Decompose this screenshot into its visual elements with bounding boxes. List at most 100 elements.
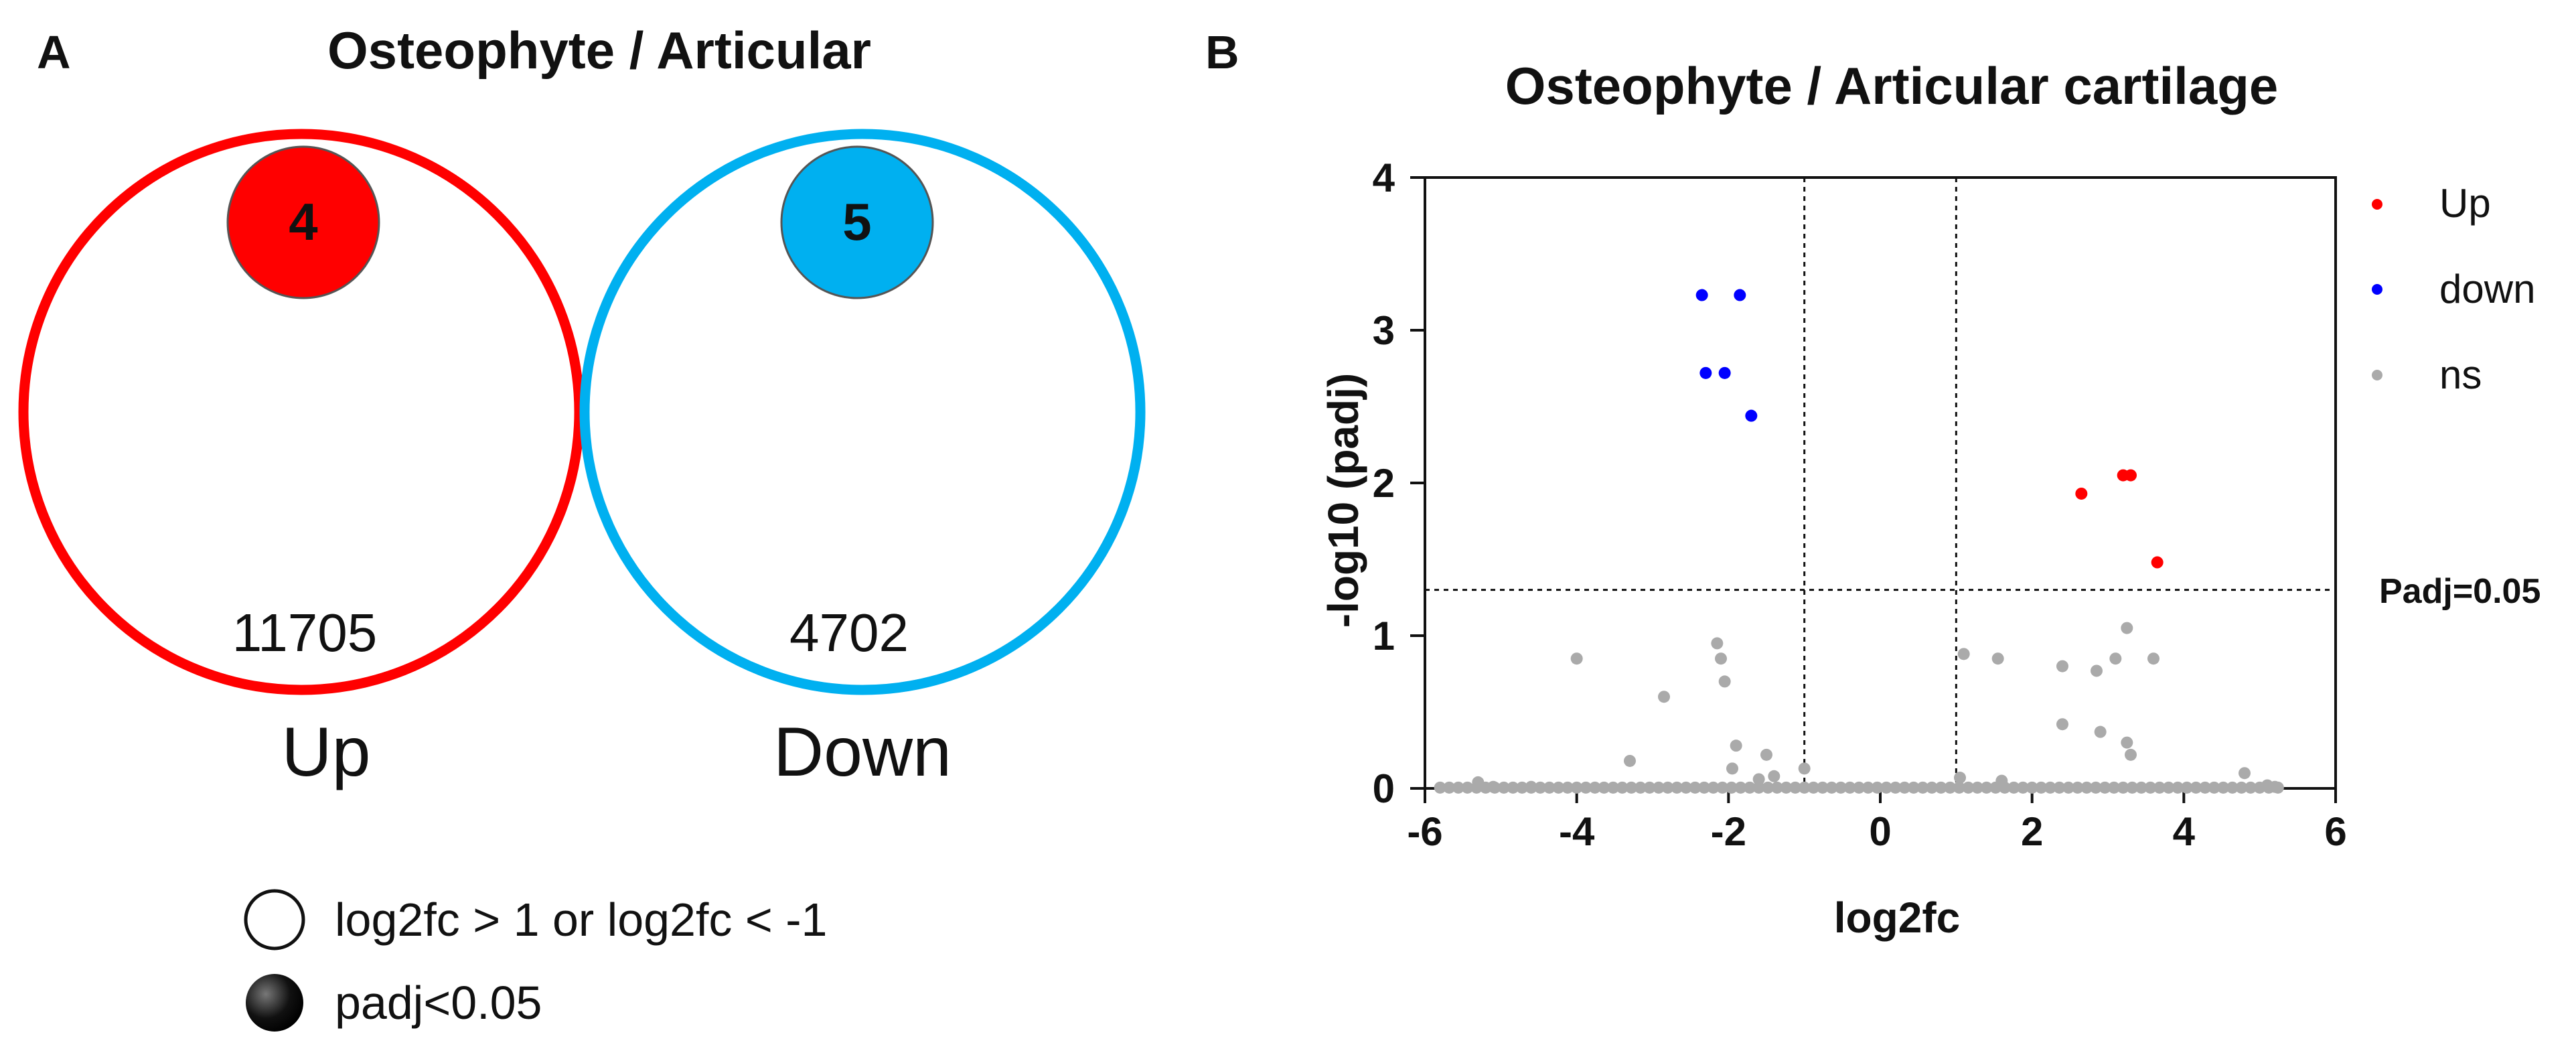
point-ns-baseline — [1953, 781, 1965, 794]
point-ns-baseline — [2017, 781, 2030, 794]
plot-area: -6 -4 -2 0 2 4 6 0 1 2 3 4 — [1373, 155, 2347, 854]
point-ns-baseline — [1907, 781, 1920, 794]
point-ns-baseline — [1980, 781, 1993, 794]
point-ns-baseline — [1762, 781, 1774, 794]
point-ns-baseline — [1497, 781, 1510, 794]
point-ns — [1730, 739, 1742, 752]
point-ns-baseline — [1598, 781, 1610, 794]
point-ns-baseline — [1789, 781, 1802, 794]
point-ns-baseline — [2208, 781, 2220, 794]
point-ns — [1718, 675, 1731, 688]
down-large-circle — [579, 129, 1146, 695]
point-ns — [1954, 772, 1966, 784]
point-ns-baseline — [2199, 781, 2212, 794]
point-ns-baseline — [1552, 781, 1565, 794]
point-ns — [1472, 776, 1485, 788]
point-ns — [1624, 754, 1636, 767]
point-ns — [1715, 652, 1727, 665]
panel-b: B Osteophyte / Articular cartilage log2f… — [1205, 26, 2541, 942]
x-tick-label: 4 — [2173, 809, 2196, 854]
legend-item-padj: padj<0.05 — [335, 977, 542, 1029]
y-tick-label: 3 — [1373, 308, 1395, 353]
point-ns-baseline — [1634, 781, 1647, 794]
point-ns-baseline — [2053, 781, 2066, 794]
up-large-count: 11705 — [232, 603, 378, 662]
point-ns-baseline — [1898, 781, 1911, 794]
point-ns-baseline — [1461, 781, 1474, 794]
point-ns — [1726, 762, 1738, 775]
point-ns-baseline — [2226, 781, 2239, 794]
point-up — [2125, 469, 2137, 482]
point-ns-baseline — [1971, 781, 1984, 794]
x-tick-label: -4 — [1559, 809, 1595, 854]
y-tick-label: 1 — [1373, 614, 1395, 658]
point-ns-baseline — [1716, 781, 1729, 794]
legend-up-label: Up — [2439, 181, 2491, 226]
point-ns-baseline — [1698, 781, 1711, 794]
point-ns-baseline — [1534, 781, 1547, 794]
point-ns-baseline — [2162, 781, 2175, 794]
point-ns-baseline — [2026, 781, 2038, 794]
point-ns — [2094, 725, 2107, 738]
point-ns — [1752, 773, 1765, 786]
point-ns-baseline — [2062, 781, 2075, 794]
point-ns — [1711, 637, 1724, 650]
point-ns — [2056, 660, 2068, 673]
point-ns-baseline — [2007, 781, 2020, 794]
point-ns — [1957, 648, 1970, 660]
point-ns — [2125, 748, 2137, 761]
y-axis-label: -log10 (padj) — [1319, 373, 1367, 628]
point-up — [2151, 556, 2164, 569]
point-ns-baseline — [1807, 781, 1820, 794]
point-ns — [1760, 748, 1772, 761]
point-ns-baseline — [1588, 781, 1601, 794]
legend-ns-label: ns — [2439, 352, 2482, 397]
panel-a: A Osteophyte / Articular 4 5 11705 4702 … — [18, 21, 1146, 1032]
point-ns-baseline — [1653, 781, 1665, 794]
point-ns-baseline — [1770, 781, 1783, 794]
point-ns-baseline — [1835, 781, 1847, 794]
point-ns-baseline — [2099, 781, 2111, 794]
point-ns-baseline — [2089, 781, 2102, 794]
point-ns-baseline — [1825, 781, 1838, 794]
point-ns-baseline — [1570, 781, 1583, 794]
point-ns-baseline — [1862, 781, 1874, 794]
point-ns — [2147, 652, 2160, 665]
x-tick-label: 2 — [2021, 809, 2043, 854]
y-tick-label: 2 — [1373, 461, 1395, 506]
point-up — [2075, 487, 2088, 500]
point-ns-baseline — [1616, 781, 1628, 794]
x-tick-label: 0 — [1869, 809, 1891, 854]
up-large-circle — [18, 129, 585, 695]
point-ns-baseline — [1507, 781, 1519, 794]
point-down — [1718, 366, 1731, 379]
point-ns — [2121, 736, 2133, 749]
point-ns-baseline — [1516, 781, 1529, 794]
y-tick-label: 4 — [1373, 155, 1395, 200]
point-ns — [1991, 652, 2004, 665]
legend-ns-marker — [2372, 370, 2382, 380]
point-ns-baseline — [1679, 781, 1692, 794]
point-ns-baseline — [2144, 781, 2157, 794]
point-ns-baseline — [1853, 781, 1866, 794]
point-ns-baseline — [2180, 781, 2193, 794]
point-ns-baseline — [1843, 781, 1856, 794]
up-small-count: 4 — [289, 192, 317, 251]
point-ns — [1798, 762, 1811, 775]
point-ns-baseline — [1607, 781, 1620, 794]
point-ns-baseline — [1798, 781, 1811, 794]
point-ns — [2269, 780, 2281, 793]
plot-frame — [1424, 176, 2337, 790]
point-ns-baseline — [1935, 781, 1947, 794]
down-small-count: 5 — [842, 192, 871, 251]
point-ns-baseline — [2044, 781, 2056, 794]
legend-up-marker — [2372, 199, 2382, 210]
point-ns — [1768, 770, 1781, 782]
point-ns — [1658, 691, 1670, 703]
point-ns-baseline — [2217, 781, 2230, 794]
x-tick-label: 6 — [2324, 809, 2346, 854]
threshold-label: Padj=0.05 — [2379, 572, 2541, 611]
point-ns-baseline — [1725, 781, 1738, 794]
point-ns-baseline — [2235, 781, 2248, 794]
